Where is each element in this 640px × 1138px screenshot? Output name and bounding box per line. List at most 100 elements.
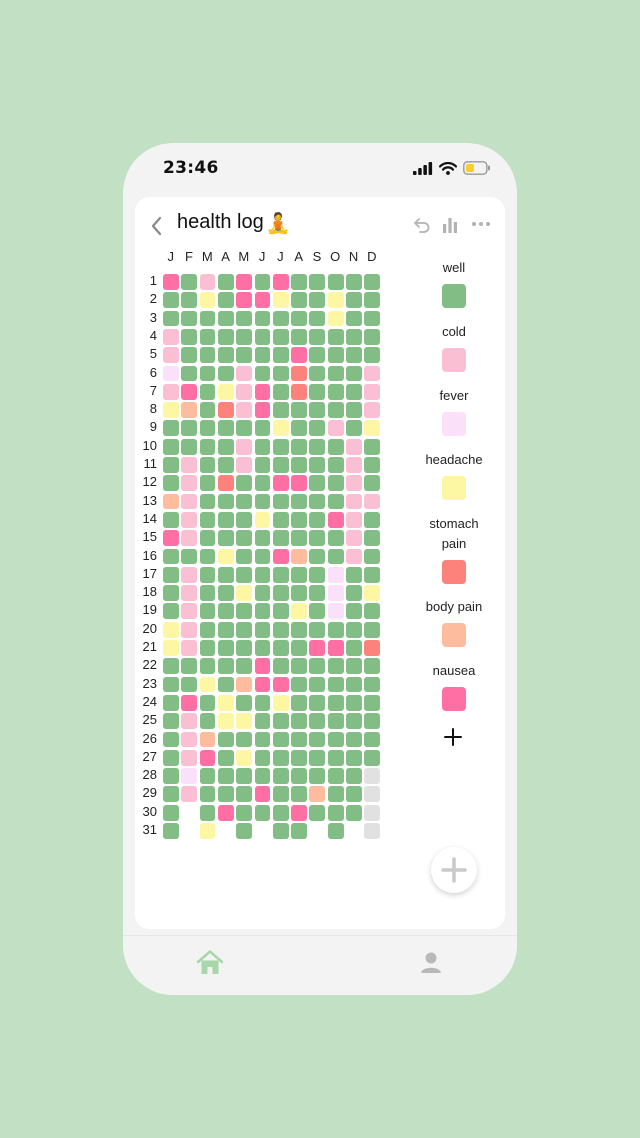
day-cell[interactable] [254, 768, 271, 784]
day-cell[interactable] [199, 457, 216, 473]
day-cell[interactable] [272, 786, 289, 803]
day-cell[interactable] [236, 365, 253, 382]
day-cell[interactable] [254, 621, 271, 638]
day-cell[interactable] [272, 402, 289, 418]
day-cell[interactable] [217, 402, 234, 418]
day-cell[interactable] [236, 402, 253, 418]
day-cell[interactable] [364, 658, 381, 675]
day-cell[interactable] [217, 676, 234, 693]
day-cell[interactable] [217, 511, 234, 528]
day-cell[interactable] [309, 274, 326, 290]
day-cell[interactable] [163, 786, 179, 803]
day-cell[interactable] [327, 548, 344, 565]
day-cell[interactable] [163, 383, 179, 400]
day-cell[interactable] [181, 786, 198, 803]
day-cell[interactable] [346, 457, 362, 473]
day-cell[interactable] [272, 823, 289, 839]
day-cell[interactable] [236, 274, 253, 290]
day-cell[interactable] [254, 310, 271, 327]
day-cell[interactable] [309, 566, 326, 583]
day-cell[interactable] [364, 420, 381, 437]
day-cell[interactable] [291, 548, 307, 565]
day-cell[interactable] [327, 328, 344, 345]
day-cell[interactable] [364, 694, 381, 711]
day-cell[interactable] [199, 383, 216, 400]
day-cell[interactable] [236, 475, 253, 492]
day-cell[interactable] [272, 749, 289, 766]
day-cell[interactable] [272, 328, 289, 345]
day-cell[interactable] [199, 823, 216, 839]
day-cell[interactable] [272, 548, 289, 565]
add-status-icon[interactable] [441, 725, 465, 749]
day-cell[interactable] [272, 768, 289, 784]
day-cell[interactable] [236, 457, 253, 473]
day-cell[interactable] [346, 511, 362, 528]
day-cell[interactable] [272, 676, 289, 693]
day-cell[interactable] [163, 713, 179, 730]
day-cell[interactable] [163, 823, 179, 839]
day-cell[interactable] [309, 694, 326, 711]
day-cell[interactable] [364, 548, 381, 565]
day-cell[interactable] [346, 548, 362, 565]
day-cell[interactable] [254, 292, 271, 309]
day-cell[interactable] [291, 603, 307, 620]
day-cell[interactable] [254, 713, 271, 730]
day-cell[interactable] [254, 676, 271, 693]
day-cell[interactable] [254, 493, 271, 510]
day-cell[interactable] [327, 786, 344, 803]
day-cell[interactable] [272, 511, 289, 528]
day-cell[interactable] [364, 292, 381, 309]
day-cell[interactable] [346, 658, 362, 675]
day-cell[interactable] [199, 530, 216, 547]
day-cell[interactable] [163, 694, 179, 711]
day-cell[interactable] [309, 713, 326, 730]
day-cell[interactable] [236, 566, 253, 583]
day-cell[interactable] [364, 402, 381, 418]
day-cell[interactable] [199, 566, 216, 583]
day-cell[interactable] [163, 402, 179, 418]
day-cell[interactable] [272, 566, 289, 583]
day-cell[interactable] [346, 640, 362, 656]
day-cell[interactable] [346, 475, 362, 492]
day-cell[interactable] [309, 548, 326, 565]
day-cell[interactable] [163, 438, 179, 455]
day-cell[interactable] [327, 566, 344, 583]
day-cell[interactable] [254, 658, 271, 675]
day-cell[interactable] [364, 713, 381, 730]
day-cell[interactable] [364, 530, 381, 547]
day-cell[interactable] [163, 731, 179, 748]
day-cell[interactable] [309, 768, 326, 784]
day-cell[interactable] [163, 274, 179, 290]
day-cell[interactable] [181, 731, 198, 748]
day-cell[interactable] [364, 640, 381, 656]
day-cell[interactable] [272, 310, 289, 327]
day-cell[interactable] [346, 365, 362, 382]
day-cell[interactable] [181, 475, 198, 492]
day-cell[interactable] [217, 438, 234, 455]
day-cell[interactable] [199, 658, 216, 675]
day-cell[interactable] [254, 640, 271, 656]
day-cell[interactable] [272, 383, 289, 400]
day-cell[interactable] [327, 658, 344, 675]
profile-tab-icon[interactable] [416, 948, 446, 978]
day-cell[interactable] [327, 640, 344, 656]
day-cell[interactable] [163, 347, 179, 364]
day-cell[interactable] [272, 804, 289, 821]
day-cell[interactable] [181, 768, 198, 784]
day-cell[interactable] [309, 530, 326, 547]
day-cell[interactable] [217, 640, 234, 656]
day-cell[interactable] [254, 731, 271, 748]
day-cell[interactable] [236, 347, 253, 364]
day-cell[interactable] [163, 292, 179, 309]
day-cell[interactable] [346, 713, 362, 730]
day-cell[interactable] [181, 530, 198, 547]
day-cell[interactable] [309, 438, 326, 455]
legend-item[interactable]: stomach pain [405, 514, 503, 584]
day-cell[interactable] [181, 493, 198, 510]
day-cell[interactable] [199, 713, 216, 730]
day-cell[interactable] [346, 731, 362, 748]
day-cell[interactable] [327, 402, 344, 418]
day-cell[interactable] [163, 420, 179, 437]
day-cell[interactable] [309, 420, 326, 437]
day-cell[interactable] [309, 640, 326, 656]
